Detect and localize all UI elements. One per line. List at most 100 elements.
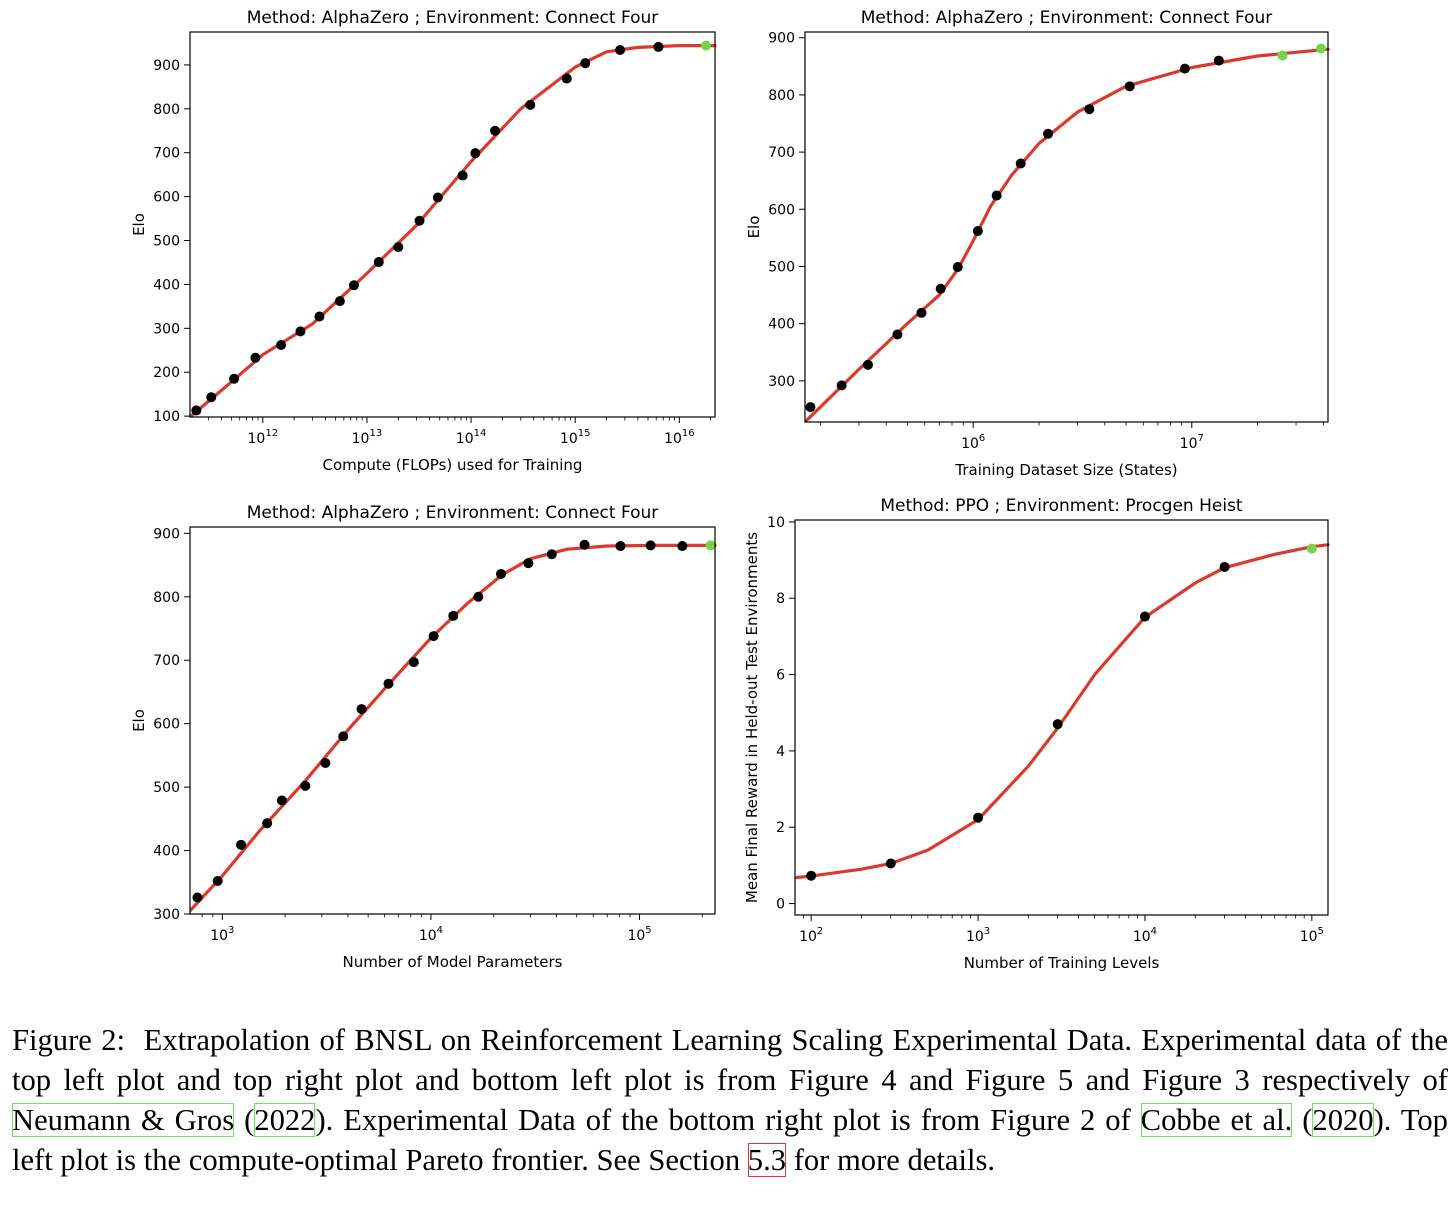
- data-point: [414, 215, 425, 226]
- data-point: [1043, 128, 1054, 139]
- data-point: [580, 58, 591, 69]
- data-point: [973, 812, 984, 823]
- x-tick-label: 1012: [248, 428, 279, 447]
- y-tick-label: 0: [776, 897, 785, 913]
- extrapolation-point: [1315, 43, 1326, 54]
- citation-year-link-2022[interactable]: 2022: [254, 1103, 316, 1137]
- fit-curve: [190, 543, 717, 913]
- y-tick-label: 700: [768, 145, 795, 161]
- data-point: [473, 591, 484, 602]
- data-point: [677, 541, 688, 552]
- data-point: [972, 226, 983, 237]
- y-tick-label: 300: [153, 321, 180, 337]
- y-tick-label: 700: [153, 146, 180, 162]
- data-point: [546, 549, 557, 560]
- chart-panel-3: Method: AlphaZero ; Environment: Connect…: [130, 503, 717, 971]
- y-tick-label: 2: [776, 820, 785, 836]
- chart-panel-2: Method: AlphaZero ; Environment: Connect…: [745, 8, 1330, 479]
- data-point: [1015, 158, 1026, 169]
- data-point: [645, 540, 656, 551]
- x-axis-label: Compute (FLOPs) used for Training: [323, 456, 583, 474]
- figure-charts: Method: AlphaZero ; Environment: Connect…: [130, 8, 1330, 972]
- data-point: [916, 307, 927, 318]
- data-point: [206, 392, 217, 403]
- data-point: [320, 758, 331, 769]
- y-tick-label: 600: [768, 202, 795, 218]
- chart-title: Method: AlphaZero ; Environment: Connect…: [247, 8, 659, 28]
- data-point: [495, 568, 506, 579]
- section-link-5-3[interactable]: 5.3: [747, 1143, 787, 1177]
- data-point: [1213, 55, 1224, 66]
- extrapolation-point: [700, 40, 711, 51]
- x-tick-label: 104: [419, 925, 443, 944]
- x-tick-label: 1015: [560, 428, 591, 447]
- extrapolation-point: [705, 540, 716, 551]
- data-point: [615, 541, 626, 552]
- data-point: [490, 125, 501, 136]
- x-tick-label: 1014: [456, 428, 487, 447]
- caption-text-3: Top left plot is the compute-optimal Par…: [12, 1103, 1448, 1177]
- data-point: [300, 780, 311, 791]
- chart-title: Method: AlphaZero ; Environment: Connect…: [861, 8, 1273, 28]
- citation-link-neumann[interactable]: Neumann & Gros: [12, 1103, 235, 1137]
- y-tick-label: 500: [153, 780, 180, 796]
- x-tick-label: 106: [961, 433, 985, 452]
- data-point: [1179, 63, 1190, 74]
- data-point: [348, 280, 359, 291]
- plot-frame: [804, 31, 1329, 423]
- y-tick-label: 400: [153, 844, 180, 860]
- fit-curve: [190, 44, 717, 417]
- x-tick-label: 103: [210, 925, 234, 944]
- data-point: [1124, 81, 1135, 92]
- data-point: [991, 190, 1002, 201]
- chart-panel-1: Method: AlphaZero ; Environment: Connect…: [130, 8, 717, 474]
- data-point: [523, 558, 534, 569]
- chart-panel-4: Method: PPO ; Environment: Procgen Heist…: [743, 496, 1330, 972]
- extrapolation-point: [1306, 543, 1317, 554]
- citation-link-cobbe[interactable]: Cobbe et al.: [1140, 1103, 1293, 1137]
- data-point: [1052, 719, 1063, 730]
- x-tick-label: 102: [799, 926, 823, 945]
- y-axis-label: Elo: [130, 709, 148, 732]
- y-tick-label: 900: [153, 58, 180, 74]
- x-tick-label: 107: [1180, 433, 1204, 452]
- x-tick-label: 1016: [664, 428, 695, 447]
- data-point: [952, 262, 963, 273]
- caption-text-1: Extrapolation of BNSL on Reinforcement L…: [12, 1023, 1448, 1097]
- x-axis-label: Number of Training Levels: [964, 954, 1160, 972]
- y-tick-label: 500: [768, 259, 795, 275]
- figure-caption: Figure 2: Extrapolation of BNSL on Reinf…: [12, 1023, 1448, 1177]
- y-tick-label: 800: [153, 102, 180, 118]
- data-point: [393, 242, 404, 253]
- y-axis-label: Elo: [745, 216, 763, 239]
- y-tick-label: 8: [776, 591, 785, 607]
- data-point: [338, 731, 349, 742]
- data-point: [457, 170, 468, 181]
- x-axis-label: Number of Model Parameters: [343, 953, 563, 971]
- data-point: [432, 192, 443, 203]
- data-point: [314, 311, 325, 322]
- x-tick-label: 105: [627, 925, 651, 944]
- data-point: [408, 657, 419, 668]
- x-tick-label: 104: [1133, 926, 1157, 945]
- plot-frame: [189, 526, 716, 915]
- chart-title: Method: AlphaZero ; Environment: Connect…: [247, 503, 659, 523]
- y-tick-label: 500: [153, 234, 180, 250]
- y-tick-label: 600: [153, 717, 180, 733]
- data-point: [561, 73, 572, 84]
- data-point: [192, 892, 203, 903]
- y-tick-label: 4: [776, 744, 785, 760]
- fit-curve: [795, 543, 1330, 880]
- data-point: [885, 858, 896, 869]
- x-axis-label: Training Dataset Size (States): [954, 461, 1177, 479]
- data-point: [862, 359, 873, 370]
- x-tick-label: 1013: [352, 428, 383, 447]
- data-point: [448, 610, 459, 621]
- y-tick-label: 900: [768, 31, 795, 47]
- data-point: [383, 678, 394, 689]
- data-point: [295, 326, 306, 337]
- citation-year-link-2020[interactable]: 2020: [1312, 1103, 1374, 1137]
- y-tick-label: 300: [153, 907, 180, 923]
- chart-title: Method: PPO ; Environment: Procgen Heist: [880, 496, 1243, 516]
- figure-label: Figure 2:: [12, 1023, 125, 1057]
